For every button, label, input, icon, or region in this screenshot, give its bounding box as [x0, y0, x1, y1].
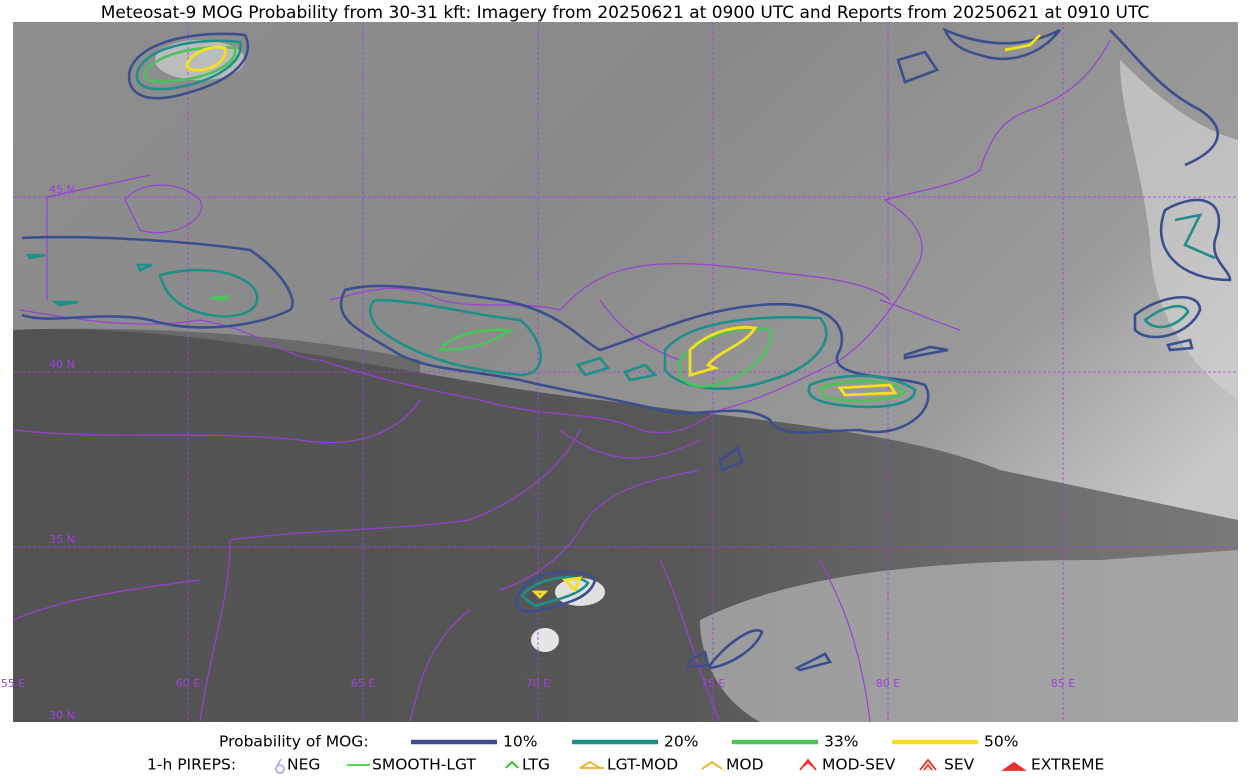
- legend-label: LGT-MOD: [607, 756, 678, 774]
- lon-label: 80 E: [876, 677, 900, 690]
- legend-label: MOD-SEV: [822, 756, 896, 774]
- legend-symbol: [505, 760, 519, 769]
- imagery-dark: [13, 328, 420, 722]
- lat-label: 35 N: [49, 533, 75, 546]
- borders: [12, 39, 1111, 723]
- legend-label: 20%: [664, 733, 698, 751]
- legend-label: SMOOTH-LGT: [372, 756, 476, 774]
- lon-label: 55 E: [1, 677, 25, 690]
- lon-label: 70 E: [526, 677, 550, 690]
- legend-label: EXTREME: [1031, 756, 1104, 774]
- legend-label: 50%: [984, 733, 1018, 751]
- lon-label: 60 E: [176, 677, 200, 690]
- legend-label: MOD: [726, 756, 764, 774]
- legend-title: Probability of MOG:: [219, 733, 369, 751]
- cloud: [1120, 60, 1238, 400]
- legend-symbol: [579, 760, 604, 769]
- lon-label: 65 E: [351, 677, 375, 690]
- contours: [21, 27, 1232, 672]
- legend-label: SEV: [944, 756, 975, 774]
- cloud: [555, 578, 605, 606]
- lat-lon-labels: 45 N 40 N 35 N 30 N 55 E 60 E 65 E 70 E 75 E 80 E…: [1, 183, 1075, 722]
- lat-label: 30 N: [49, 709, 75, 722]
- legend-label: NEG: [287, 756, 320, 774]
- legend-title: 1-h PIREPS:: [147, 756, 236, 774]
- legend-label: LTG: [522, 756, 550, 774]
- legend-label: 10%: [503, 733, 537, 751]
- legend-symbol: [1001, 761, 1027, 771]
- lat-label: 40 N: [49, 358, 75, 371]
- legend-label: 33%: [824, 733, 858, 751]
- lon-label: 75 E: [701, 677, 725, 690]
- legend-symbol: [799, 758, 817, 771]
- title: Meteosat-9 MOG Probability from 30-31 kf…: [101, 3, 1150, 23]
- legend: Probability of MOG: 1-h PIREPS: 10% 20% 33…: [147, 733, 1104, 774]
- lat-label: 45 N: [49, 183, 75, 196]
- cloud: [531, 628, 559, 652]
- map: 45 N 40 N 35 N 30 N 55 E 60 E 65 E 70 E 75 E 80 E…: [1, 22, 1238, 723]
- legend-symbol: [919, 758, 937, 771]
- lon-label: 85 E: [1051, 677, 1075, 690]
- cloud: [700, 550, 1238, 722]
- legend-symbol: [274, 758, 285, 774]
- legend-symbol: [701, 760, 723, 770]
